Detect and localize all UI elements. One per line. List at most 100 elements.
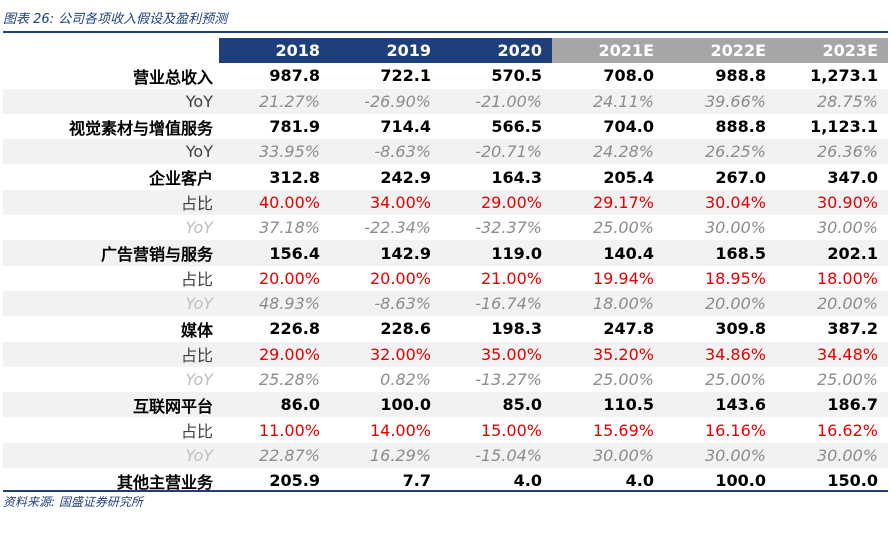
value-cell: 20.00% [369, 268, 431, 288]
value-cell: 34.86% [664, 341, 776, 367]
value-cell: 18.95% [704, 268, 766, 288]
table-row: YoY 37.18% -22.34% -32.37% 25.00% 30.00% 30.00… [3, 215, 888, 240]
value-cell: 18.00% [816, 268, 878, 288]
value-cell: -13.27% [475, 370, 542, 389]
row-label: 广告营销与服务 [3, 240, 219, 266]
value-cell: 247.8 [603, 319, 654, 339]
value-cell: 22.87% [219, 442, 330, 469]
value-cell: 242.9 [380, 167, 431, 187]
table-row: 媒体 226.8 228.6 198.3 247.8 309.8 387.2 [3, 316, 888, 341]
table-row: 其他主营业务 205.9 7.7 4.0 4.0 100.0 150.0 [3, 468, 888, 493]
value-cell: 20.00% [258, 268, 320, 288]
value-cell: 25.00% [816, 370, 878, 389]
row-label: 占比 [180, 270, 213, 290]
table-row: YoY 48.93% -8.63% -16.74% 18.00% 20.00% 20.00% [3, 290, 888, 317]
value-cell: 226.8 [269, 319, 320, 339]
row-label: 营业总收入 [132, 67, 213, 87]
value-cell: 30.00% [664, 442, 776, 469]
row-label: YoY [3, 139, 219, 165]
value-cell: 714.4 [380, 117, 431, 137]
value-cell: 24.11% [552, 88, 664, 114]
value-cell: 28.75% [776, 88, 888, 114]
table-row: 占比 20.00% 20.00% 21.00% 19.94% 18.95% 18.00% [3, 266, 888, 291]
value-cell: 150.0 [827, 471, 878, 491]
value-cell: 156.4 [219, 240, 330, 266]
value-cell: 15.00% [480, 420, 542, 440]
year-header: 2022E [664, 38, 776, 64]
value-cell: -26.90% [330, 88, 441, 114]
revenue-forecast-table: 2018 2019 2020 2021E 2022E 2023E 营业总收入 987.8 722… [3, 38, 888, 493]
value-cell: 168.5 [664, 240, 776, 266]
value-cell: 781.9 [269, 117, 320, 137]
value-cell: 988.8 [715, 66, 766, 86]
value-cell: 100.0 [330, 392, 441, 418]
value-cell: 1,123.1 [810, 117, 878, 137]
value-cell: 347.0 [827, 167, 878, 187]
value-cell: 387.2 [827, 319, 878, 339]
value-cell: 35.20% [552, 341, 664, 367]
value-cell: 987.8 [269, 66, 320, 86]
row-label: 视觉素材与增值服务 [68, 118, 213, 138]
header-row: 2018 2019 2020 2021E 2022E 2023E [3, 38, 888, 64]
row-label: 企业客户 [148, 169, 213, 189]
row-label: 占比 [3, 341, 219, 367]
value-cell: 186.7 [776, 392, 888, 418]
year-header: 2020 [441, 38, 552, 64]
value-cell: 7.7 [402, 471, 431, 491]
value-cell: 1,273.1 [810, 66, 878, 86]
row-label: 互联网平台 [3, 392, 219, 418]
value-cell: 202.1 [776, 240, 888, 266]
value-cell: 25.00% [592, 218, 654, 238]
table-row: 占比 40.00% 34.00% 29.00% 29.17% 30.04% 30.90% [3, 189, 888, 216]
table-caption: 图表 26: 公司各项收入假设及盈利预测 [3, 9, 888, 33]
value-cell: 708.0 [603, 66, 654, 86]
value-cell: 888.8 [715, 117, 766, 137]
value-cell: 21.00% [480, 268, 542, 288]
value-cell: 86.0 [219, 392, 330, 418]
value-cell: -21.00% [441, 88, 552, 114]
value-cell: 16.29% [330, 442, 441, 469]
year-header: 2018 [219, 38, 330, 64]
value-cell: 4.0 [625, 471, 654, 491]
value-cell: 309.8 [715, 319, 766, 339]
value-cell: 34.00% [330, 189, 441, 216]
value-cell: 30.00% [552, 442, 664, 469]
value-cell: 30.00% [776, 442, 888, 469]
row-label: 媒体 [180, 320, 213, 340]
row-label: 占比 [180, 422, 213, 442]
value-cell: 143.6 [664, 392, 776, 418]
value-cell: 142.9 [330, 240, 441, 266]
table-row: YoY 21.27% -26.90% -21.00% 24.11% 39.66% 28.75… [3, 88, 888, 114]
row-label: YoY [3, 290, 219, 317]
value-cell: 20.00% [776, 290, 888, 317]
value-cell: 30.90% [776, 189, 888, 216]
value-cell: 39.66% [664, 88, 776, 114]
value-cell: 33.95% [219, 139, 330, 165]
value-cell: 21.27% [219, 88, 330, 114]
value-cell: 198.3 [491, 319, 542, 339]
value-cell: 35.00% [441, 341, 552, 367]
row-label: YoY [3, 442, 219, 469]
source-note: 资料来源: 国盛证券研究所 [3, 490, 888, 512]
value-cell: 32.00% [330, 341, 441, 367]
table-row: 占比 29.00% 32.00% 35.00% 35.20% 34.86% 34.48% [3, 341, 888, 367]
value-cell: 48.93% [219, 290, 330, 317]
value-cell: 40.00% [219, 189, 330, 216]
value-cell: 566.5 [491, 117, 542, 137]
value-cell: 30.00% [816, 218, 878, 238]
value-cell: -22.34% [364, 218, 431, 238]
value-cell: 704.0 [603, 117, 654, 137]
row-label: YoY [185, 370, 213, 389]
row-label: YoY [185, 218, 213, 238]
value-cell: -15.04% [441, 442, 552, 469]
value-cell: 100.0 [715, 471, 766, 491]
table-row: 企业客户 312.8 242.9 164.3 205.4 267.0 347.0 [3, 164, 888, 189]
value-cell: 722.1 [380, 66, 431, 86]
value-cell: 267.0 [715, 167, 766, 187]
value-cell: 16.62% [816, 420, 878, 440]
value-cell: 15.69% [592, 420, 654, 440]
value-cell: 228.6 [380, 319, 431, 339]
row-label: 占比 [3, 189, 219, 216]
value-cell: 19.94% [592, 268, 654, 288]
row-label: 其他主营业务 [116, 472, 213, 492]
